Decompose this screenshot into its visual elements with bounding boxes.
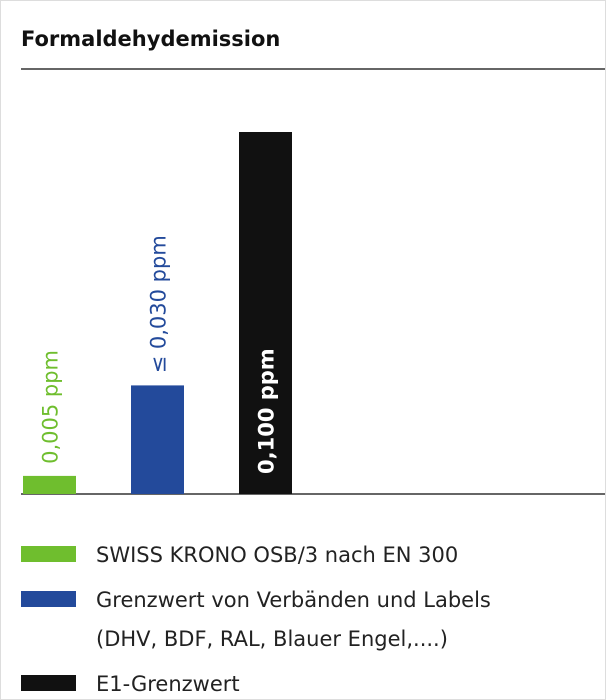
value-label: 0,005 ppm bbox=[39, 350, 63, 464]
value-label: ≤ 0,030 ppm bbox=[147, 235, 171, 373]
chart: Formaldehydemission 0,005 ppm ≤ 0,030 ppm… bbox=[21, 27, 605, 495]
legend-label: E1-Grenzwert bbox=[96, 672, 240, 696]
legend-swatch bbox=[21, 591, 76, 607]
legend: SWISS KRONO OSB/3 nach EN 300 Grenzwert v… bbox=[21, 536, 601, 699]
legend-entry: SWISS KRONO OSB/3 nach EN 300 bbox=[21, 536, 601, 575]
legend-label: Grenzwert von Verbänden und Labels (DHV,… bbox=[96, 588, 491, 651]
bar bbox=[239, 132, 292, 494]
legend-swatch bbox=[21, 675, 76, 691]
chart-title: Formaldehydemission bbox=[21, 27, 280, 51]
legend-swatch bbox=[21, 546, 76, 562]
legend-label: SWISS KRONO OSB/3 nach EN 300 bbox=[96, 543, 459, 567]
legend-entry: Grenzwert von Verbänden und Labels (DHV,… bbox=[21, 581, 601, 659]
value-label: 0,100 ppm bbox=[255, 348, 279, 474]
bar bbox=[131, 385, 184, 494]
bar bbox=[23, 475, 76, 494]
legend-entry: E1-Grenzwert bbox=[21, 665, 601, 699]
